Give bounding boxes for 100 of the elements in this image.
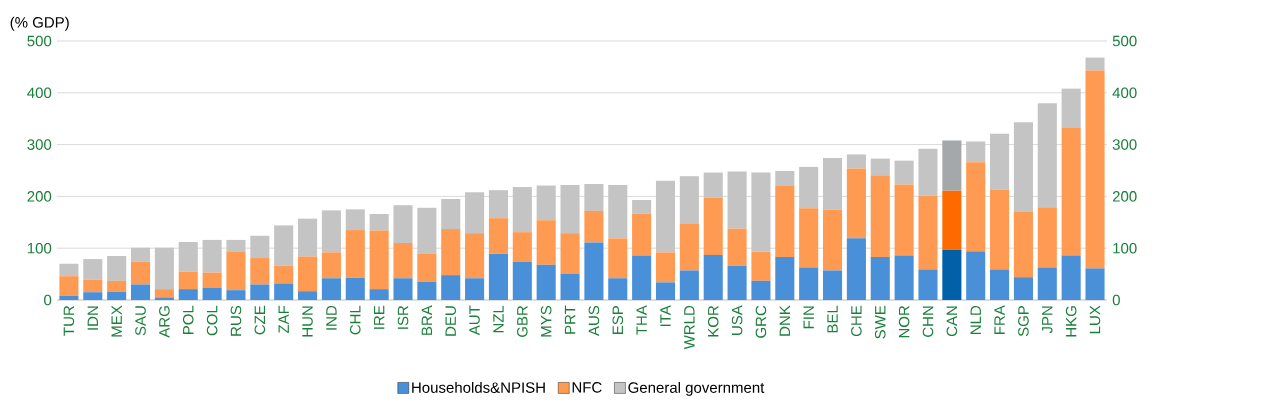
- bar: [226, 239, 246, 252]
- bar: [369, 289, 389, 300]
- bar: [894, 160, 914, 185]
- x-tick-label: DNK: [779, 305, 790, 336]
- x-tick-label: CZE: [254, 305, 266, 335]
- x-tick-label: LUX: [1089, 305, 1101, 334]
- bar: [321, 210, 341, 253]
- bar: [488, 190, 508, 219]
- bar: [417, 207, 437, 254]
- y-tick-label: 200: [27, 191, 52, 202]
- bar: [202, 287, 222, 300]
- x-tick-label: ITA: [660, 305, 671, 327]
- bar: [130, 247, 151, 262]
- bar: [655, 252, 676, 283]
- y-tick-label: 400: [27, 87, 52, 99]
- bar: [536, 185, 556, 221]
- y2-tick-label: 300: [1112, 139, 1137, 150]
- bar: [822, 209, 843, 271]
- bar: [846, 238, 866, 300]
- bar: [393, 243, 413, 279]
- x-tick-label: AUT: [469, 305, 480, 336]
- bar: [465, 278, 485, 300]
- bar: [942, 190, 962, 250]
- bar: [655, 180, 676, 253]
- bar: [202, 239, 222, 273]
- bar: [107, 280, 127, 292]
- x-tick-label: IRE: [373, 305, 385, 329]
- y-tick-label: 300: [27, 139, 52, 150]
- x-tick-label: IDN: [87, 306, 98, 330]
- bar: [560, 233, 580, 274]
- x-tick-label: DEU: [445, 306, 456, 336]
- bar: [775, 186, 795, 258]
- bar: [1037, 103, 1057, 208]
- bar: [751, 251, 771, 281]
- bar: [202, 272, 222, 288]
- x-tick-label: MYS: [540, 305, 552, 337]
- bar: [465, 192, 485, 234]
- legend-label: Households&NPISH: [412, 381, 545, 393]
- bar: [727, 171, 747, 229]
- x-tick-label: SWE: [874, 305, 886, 339]
- bar: [274, 265, 294, 284]
- x-tick-label: CHE: [851, 305, 862, 337]
- bar: [870, 257, 890, 300]
- bar: [822, 158, 843, 210]
- bar: [441, 275, 461, 300]
- bar: [679, 176, 699, 224]
- x-tick-label: USA: [731, 305, 743, 335]
- bar: [966, 162, 986, 252]
- x-tick-label: SGP: [1018, 305, 1029, 337]
- x-tick-label: CHL: [349, 305, 361, 335]
- bar: [775, 171, 795, 187]
- x-tick-label: ISR: [397, 305, 409, 329]
- bar: [226, 290, 246, 300]
- bar: [1061, 255, 1081, 300]
- bar: [417, 281, 437, 300]
- bar: [178, 271, 198, 290]
- bar: [59, 295, 79, 300]
- x-tick-label: NZL: [493, 305, 504, 333]
- bar: [966, 141, 986, 163]
- bar: [345, 209, 365, 231]
- bar: [178, 289, 198, 300]
- bar: [608, 238, 628, 279]
- bar: [298, 256, 318, 292]
- bar: [178, 241, 198, 272]
- bar: [608, 278, 628, 300]
- x-tick-label: FRA: [994, 305, 1005, 334]
- x-tick-label: IND: [326, 305, 337, 330]
- bar: [512, 187, 532, 233]
- y-axis-title: (% GDP): [10, 16, 69, 31]
- bar: [703, 172, 723, 198]
- bar: [321, 278, 341, 300]
- bar: [1013, 211, 1033, 278]
- x-tick-label: MEX: [111, 305, 122, 337]
- bar: [1037, 267, 1057, 300]
- bar: [1037, 207, 1057, 268]
- bar: [417, 253, 437, 282]
- x-tick-label: RUS: [230, 305, 242, 336]
- bar: [990, 189, 1010, 270]
- bar: [226, 251, 246, 291]
- x-tick-label: GRC: [755, 305, 767, 338]
- bar: [274, 283, 294, 300]
- bar: [560, 185, 580, 234]
- bar: [918, 195, 938, 270]
- bar: [393, 278, 413, 300]
- bar: [608, 185, 628, 239]
- bar: [512, 232, 532, 262]
- bar: [846, 168, 866, 239]
- bar: [321, 252, 341, 279]
- bar: [966, 251, 986, 300]
- x-tick-label: AUS: [588, 305, 600, 337]
- bar: [369, 214, 389, 231]
- y-tick-label: 100: [27, 242, 52, 254]
- bar: [298, 218, 318, 257]
- bar: [1013, 122, 1033, 212]
- x-tick-label: NLD: [970, 305, 981, 334]
- bar: [274, 225, 294, 266]
- bar: [1085, 70, 1105, 269]
- bar: [465, 233, 485, 279]
- bar: [655, 282, 676, 300]
- bar: [990, 133, 1010, 190]
